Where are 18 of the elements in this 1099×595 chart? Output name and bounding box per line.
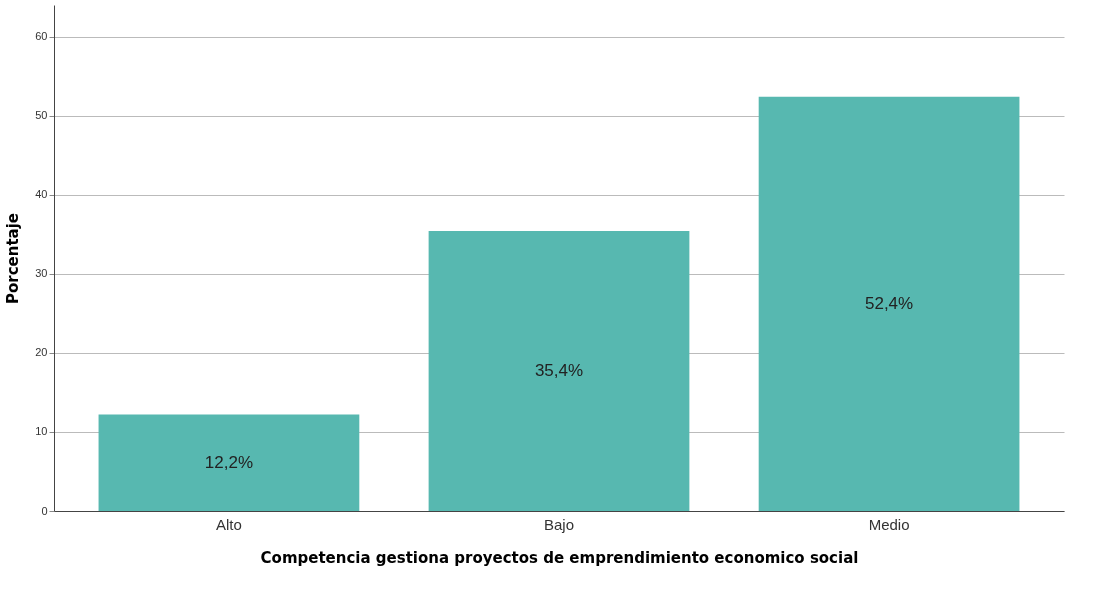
y-tick-label: 60 [35, 30, 48, 43]
x-axis-title: Competencia gestiona proyectos de emprendimiento economico social [260, 548, 859, 567]
data-label: 35,4% [534, 361, 584, 381]
y-tick-label: 0 [41, 504, 48, 517]
y-tick-label: 20 [35, 346, 48, 359]
y-axis-title: Porcentaje [4, 212, 23, 305]
x-tick-label: Alto [216, 515, 242, 533]
bar [428, 231, 690, 511]
y-tick-label: 40 [35, 188, 48, 201]
y-tick-label: 30 [35, 267, 48, 280]
data-label: 52,4% [864, 293, 914, 313]
x-tick-label: Bajo [543, 515, 575, 533]
y-tick-label: 50 [35, 109, 48, 122]
bar [98, 414, 360, 511]
y-tick-label: 10 [35, 425, 48, 438]
bar [758, 96, 1020, 511]
x-tick-label: Medio [868, 515, 910, 533]
data-label: 12,2% [204, 452, 254, 472]
